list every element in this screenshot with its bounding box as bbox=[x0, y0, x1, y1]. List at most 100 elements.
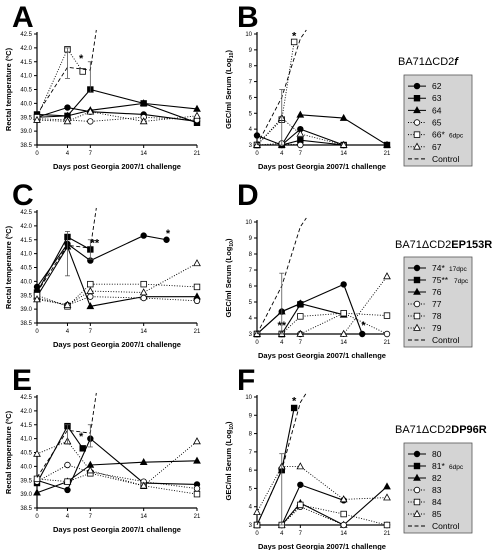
legend-entry-label: 74* bbox=[432, 263, 445, 273]
data-point-67 bbox=[296, 129, 305, 137]
y-tick-label: 42.0 bbox=[20, 409, 32, 415]
series-line-66 bbox=[36, 48, 84, 118]
x-axis-label: Days post Georgia 2007/1 challenge bbox=[53, 340, 181, 349]
y-tick-label: 41.0 bbox=[20, 437, 32, 443]
series-78 bbox=[253, 309, 391, 338]
y-tick-label: 3 bbox=[249, 143, 253, 149]
data-point-85 bbox=[296, 462, 305, 470]
y-tick-label: 5 bbox=[249, 111, 253, 117]
y-axis-label: GEC/ml Serum (Log10) bbox=[224, 421, 235, 500]
x-axis-label: Days post Georgia 2007/1 challenge bbox=[53, 162, 181, 171]
significance-annotation: ** bbox=[277, 320, 286, 332]
data-point-67 bbox=[339, 140, 348, 148]
y-tick-label: 40.5 bbox=[20, 451, 32, 457]
data-point-79 bbox=[86, 286, 95, 294]
significance-annotation: * bbox=[79, 431, 84, 443]
data-point-77 bbox=[140, 294, 147, 302]
x-tick-label: 21 bbox=[194, 329, 201, 335]
y-tick-label: 41.0 bbox=[20, 74, 32, 80]
legend-title-prefix: BA71ΔCD2 bbox=[398, 56, 454, 68]
legend-swatch-marker bbox=[413, 276, 421, 284]
data-point-76 bbox=[296, 299, 305, 307]
x-tick-label: 21 bbox=[194, 151, 201, 157]
data-point-66 bbox=[79, 68, 86, 75]
legend-swatch-marker bbox=[413, 323, 421, 331]
legend-swatch-marker bbox=[413, 312, 421, 320]
legend-swatch-marker bbox=[413, 462, 421, 470]
y-tick-label: 4 bbox=[249, 505, 253, 511]
y-tick-label: 42.0 bbox=[20, 224, 32, 230]
data-point-84 bbox=[340, 510, 347, 518]
data-point-85 bbox=[253, 507, 261, 515]
y-tick-label: 7 bbox=[249, 80, 253, 86]
legend-swatch-marker bbox=[413, 300, 421, 308]
x-tick-label: 0 bbox=[35, 514, 39, 520]
legend-entry-label: 78 bbox=[432, 311, 442, 321]
legend-entry-label: 80 bbox=[432, 449, 442, 459]
data-point-82 bbox=[383, 482, 391, 490]
legend-entry-label: 77 bbox=[432, 299, 442, 309]
panel-letter: F bbox=[237, 364, 255, 397]
data-point-79 bbox=[63, 300, 72, 308]
series-line-66 bbox=[256, 41, 295, 146]
legend-title: BA71ΔCD2EP153R bbox=[395, 239, 492, 251]
y-tick-label: 8 bbox=[249, 432, 253, 438]
legend-swatch-marker bbox=[413, 95, 421, 102]
panel-letter: E bbox=[12, 364, 32, 397]
y-tick-label: 40.0 bbox=[20, 101, 32, 107]
y-tick-label: 9 bbox=[249, 413, 253, 419]
data-point-79 bbox=[33, 295, 41, 303]
legend-entry-label: 82 bbox=[432, 473, 442, 483]
data-point-65 bbox=[297, 141, 304, 149]
legend-swatch-marker bbox=[413, 131, 421, 138]
y-tick-label: 9 bbox=[249, 48, 253, 54]
series-85 bbox=[253, 462, 391, 515]
series-line-84 bbox=[257, 504, 388, 526]
series-85 bbox=[33, 437, 201, 489]
data-point-83 bbox=[340, 521, 347, 529]
legend-entry-label: 76 bbox=[432, 287, 442, 297]
series-line-79 bbox=[257, 276, 388, 335]
legend-group-1: BA71ΔCD2f 62 63 64 65 66* 6dpc 67 Control bbox=[398, 56, 473, 167]
series-control bbox=[256, 29, 307, 146]
legend-entry-note: 17dpc bbox=[449, 266, 467, 273]
y-tick-label: 6 bbox=[249, 284, 253, 290]
legend-swatch-marker bbox=[413, 106, 421, 114]
series-line-65 bbox=[256, 142, 344, 146]
data-point-83 bbox=[64, 461, 71, 469]
legend-entry-label: 75** bbox=[432, 275, 449, 285]
data-point-79 bbox=[339, 329, 348, 337]
y-tick-label: 42.5 bbox=[20, 210, 32, 216]
data-point-84 bbox=[33, 475, 41, 483]
series-line-85 bbox=[256, 466, 388, 513]
y-axis-label: GEC/ml Serum (Log10) bbox=[224, 50, 235, 129]
y-tick-label: 3 bbox=[249, 332, 253, 338]
y-tick-label: 41.5 bbox=[20, 60, 32, 66]
data-point-85 bbox=[339, 495, 348, 503]
series-line-83 bbox=[257, 506, 387, 526]
y-tick-label: 3 bbox=[249, 523, 253, 529]
series-83 bbox=[253, 503, 391, 529]
data-point-62 bbox=[64, 104, 71, 111]
x-tick-label: 14 bbox=[340, 531, 347, 537]
y-tick-label: 5 bbox=[249, 486, 253, 492]
data-point-65 bbox=[87, 118, 94, 125]
legend-swatch-marker bbox=[413, 82, 421, 90]
legend-entry-label: 64 bbox=[432, 105, 442, 115]
data-point-82 bbox=[193, 456, 201, 464]
x-tick-label: 14 bbox=[340, 340, 347, 346]
data-point-76 bbox=[86, 302, 95, 310]
series-78 bbox=[33, 280, 201, 310]
legend-entry-label: 83 bbox=[432, 485, 442, 495]
x-tick-label: 0 bbox=[35, 151, 39, 157]
x-tick-label: 0 bbox=[255, 151, 259, 157]
significance-annotation: * bbox=[361, 320, 366, 332]
data-point-84 bbox=[64, 478, 71, 485]
legend-swatch-marker bbox=[413, 287, 421, 295]
series-line-76 bbox=[36, 245, 197, 307]
series-79 bbox=[253, 272, 391, 337]
y-tick-label: 39.5 bbox=[20, 478, 32, 484]
legend-entry-label: Control bbox=[432, 154, 460, 164]
y-tick-label: 7 bbox=[249, 268, 253, 274]
series-control bbox=[36, 207, 97, 293]
